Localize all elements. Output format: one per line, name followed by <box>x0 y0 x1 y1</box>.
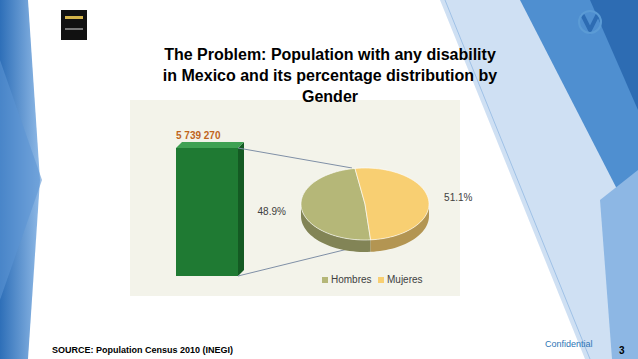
legend-label: Mujeres <box>387 274 423 285</box>
legend-label: Hombres <box>331 274 372 285</box>
legend-swatch <box>378 277 384 283</box>
bar-top <box>176 142 244 148</box>
pie-data-label: 48.9% <box>258 206 286 217</box>
bar-side <box>238 142 244 276</box>
logo-left <box>61 10 87 40</box>
projection-line <box>238 248 352 276</box>
legend-swatch <box>322 277 328 283</box>
source-note: SOURCE: Population Census 2010 (INEGI) <box>52 345 233 355</box>
logo-right <box>582 14 598 30</box>
page-number: 3 <box>619 345 625 356</box>
logo-left-line <box>65 28 83 30</box>
logo-right-ring <box>579 11 601 33</box>
right-lower-band <box>600 170 638 359</box>
logo-left-bar <box>65 16 83 19</box>
pie-data-label: 51.1% <box>444 192 472 203</box>
bar <box>176 148 238 276</box>
projection-line <box>238 148 352 168</box>
slide-title: The Problem: Population with any disabil… <box>160 44 500 107</box>
chart-background <box>130 100 460 296</box>
pie-slice <box>355 168 429 240</box>
confidential-note: Confidential <box>545 339 593 349</box>
bar-data-label: 5 739 270 <box>176 130 221 141</box>
bar-group <box>176 142 244 276</box>
left-triangle <box>0 60 42 300</box>
pie-group <box>301 168 429 252</box>
